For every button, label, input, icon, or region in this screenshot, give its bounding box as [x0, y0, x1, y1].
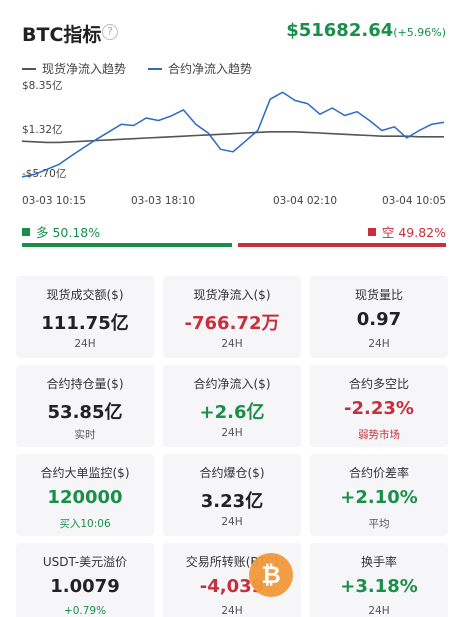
metric-value: 111.75亿 [41, 313, 129, 334]
x-tick-label: 03-04 02:10 [273, 195, 337, 207]
x-tick-label: 03-03 18:10 [131, 195, 195, 207]
metric-subtext: 弱势市场 [358, 429, 400, 441]
legend-item-spot[interactable]: 现货净流入趋势 [22, 60, 126, 77]
metric-value: -4,039 [199, 576, 265, 597]
metric-card[interactable]: 现货净流入($) -766.72万 24H [163, 276, 301, 358]
spot-inflow-line [21, 130, 444, 144]
metric-subtext: 24H [221, 516, 243, 528]
price-value: $51682.64 [286, 20, 394, 41]
metric-label: 换手率 [360, 555, 397, 569]
metric-label: USDT-美元溢价 [42, 555, 128, 569]
metric-value: +3.18% [340, 576, 418, 597]
metric-label: 合约多空比 [348, 377, 409, 391]
legend-swatch-spot [22, 67, 36, 70]
metric-value: +2.6亿 [199, 402, 265, 423]
long-label: 多 50.18% [22, 222, 100, 241]
help-icon[interactable]: ? [102, 24, 118, 40]
metric-value: -2.23% [344, 398, 414, 419]
header: BTC指标 ? $51682.64(+5.96%) [22, 14, 446, 48]
metric-card[interactable]: 现货量比 0.97 24H [310, 276, 448, 358]
metric-label: 现货成交额($) [46, 288, 124, 302]
legend-label-futures: 合约净流入趋势 [168, 62, 253, 76]
metric-value: 3.23亿 [200, 491, 264, 512]
metric-value: 53.85亿 [47, 402, 123, 423]
metric-card[interactable]: USDT-美元溢价 1.0079 +0.79% [16, 543, 154, 617]
y-tick-label: $1.32亿 [22, 123, 63, 136]
metric-label: 合约爆仓($) [199, 466, 265, 480]
futures-inflow-line [21, 91, 445, 178]
metric-subtext: 实时 [74, 429, 96, 441]
metric-card[interactable]: 合约爆仓($) 3.23亿 24H [163, 454, 301, 536]
metric-subtext: 买入10:06 [59, 518, 111, 530]
metric-subtext: 平均 [368, 518, 390, 530]
bitcoin-logo-watermark: ₿ [249, 553, 293, 597]
metric-value: -766.72万 [184, 313, 280, 334]
metric-card[interactable]: 合约大单监控($) 120000 买入10:06 [16, 454, 154, 536]
chart-legend: 现货净流入趋势 合约净流入趋势 [22, 60, 252, 77]
metric-label: 合约大单监控($) [40, 466, 130, 480]
legend-label-spot: 现货净流入趋势 [42, 62, 127, 76]
x-tick-label: 03-04 10:05 [382, 195, 446, 207]
metric-subtext: 24H [221, 605, 243, 617]
metric-card[interactable]: 换手率 +3.18% 24H [310, 543, 448, 617]
metric-subtext: 24H [221, 427, 243, 439]
metric-value: 120000 [47, 487, 123, 508]
metric-subtext: +0.79% [63, 605, 107, 617]
long-short-ratio: 多 50.18% 空 49.82% [22, 222, 446, 252]
metric-card[interactable]: 合约持仓量($) 53.85亿实时 [16, 365, 154, 447]
metric-label: 合约持仓量($) [46, 377, 124, 391]
metric-label: 合约价差率 [348, 466, 409, 480]
metric-value: +2.10% [340, 487, 418, 508]
metric-value: 1.0079 [50, 576, 120, 597]
metric-subtext: 24H [368, 338, 390, 350]
btc-price: $51682.64(+5.96%) [286, 20, 446, 41]
metric-label: 合约净流入($) [193, 377, 271, 391]
short-bar [238, 243, 446, 247]
metric-card[interactable]: 合约多空比 -2.23% 弱势市场 [310, 365, 448, 447]
metric-card[interactable]: 合约价差率 +2.10% 平均 [310, 454, 448, 536]
price-change: (+5.96%) [393, 26, 446, 39]
long-value: 多 50.18% [36, 225, 101, 240]
y-tick-label: -$5.70亿 [22, 167, 66, 180]
short-value: 空 49.82% [381, 225, 446, 240]
net-inflow-chart[interactable]: $8.35亿 $1.32亿 -$5.70亿 03-03 10:15 03-03 18:1… [0, 80, 466, 220]
metric-subtext: 24H [74, 338, 96, 350]
metric-value: 0.97 [356, 309, 402, 330]
metric-card[interactable]: 现货成交额($) 111.75亿 24H [16, 276, 154, 358]
short-label: 空 49.82% [367, 222, 446, 241]
metric-label: 现货净流入($) [193, 288, 271, 302]
metric-subtext: 24H [221, 338, 243, 350]
metric-label: 现货量比 [354, 288, 403, 302]
legend-swatch-futures [148, 67, 163, 70]
y-tick-label: $8.35亿 [22, 80, 63, 92]
page-title: BTC指标 [22, 24, 102, 46]
x-tick-label: 03-03 10:15 [22, 195, 86, 207]
long-bar [22, 243, 232, 247]
metric-subtext: 24H [368, 605, 390, 617]
metric-card[interactable]: 合约净流入($) +2.6亿 24H [163, 365, 301, 447]
legend-item-futures[interactable]: 合约净流入趋势 [148, 60, 252, 77]
